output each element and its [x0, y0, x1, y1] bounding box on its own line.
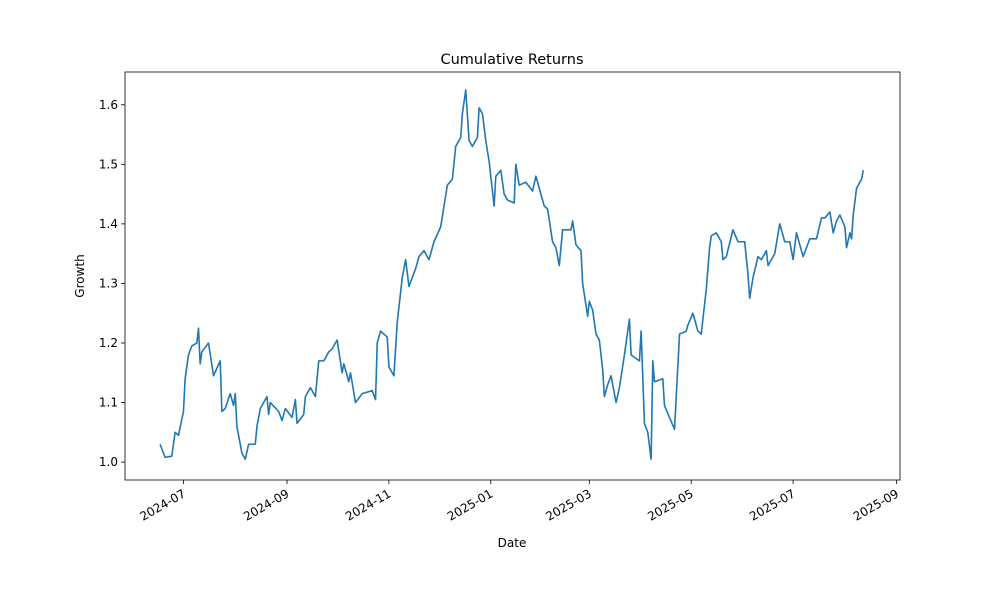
y-axis-label: Growth	[73, 254, 87, 297]
plot-frame	[124, 71, 901, 481]
x-axis-label: Date	[498, 536, 527, 550]
y-tick-label: 1.6	[99, 98, 118, 112]
y-tick-label: 1.0	[99, 455, 118, 469]
line-series	[159, 89, 865, 460]
y-tick-label: 1.1	[99, 396, 118, 410]
y-tick-label: 1.5	[99, 157, 118, 171]
y-tick-label: 1.3	[99, 276, 118, 290]
chart-title: Cumulative Returns	[440, 52, 583, 68]
y-tick-label: 1.4	[99, 217, 118, 231]
y-tick-label: 1.2	[99, 336, 118, 350]
